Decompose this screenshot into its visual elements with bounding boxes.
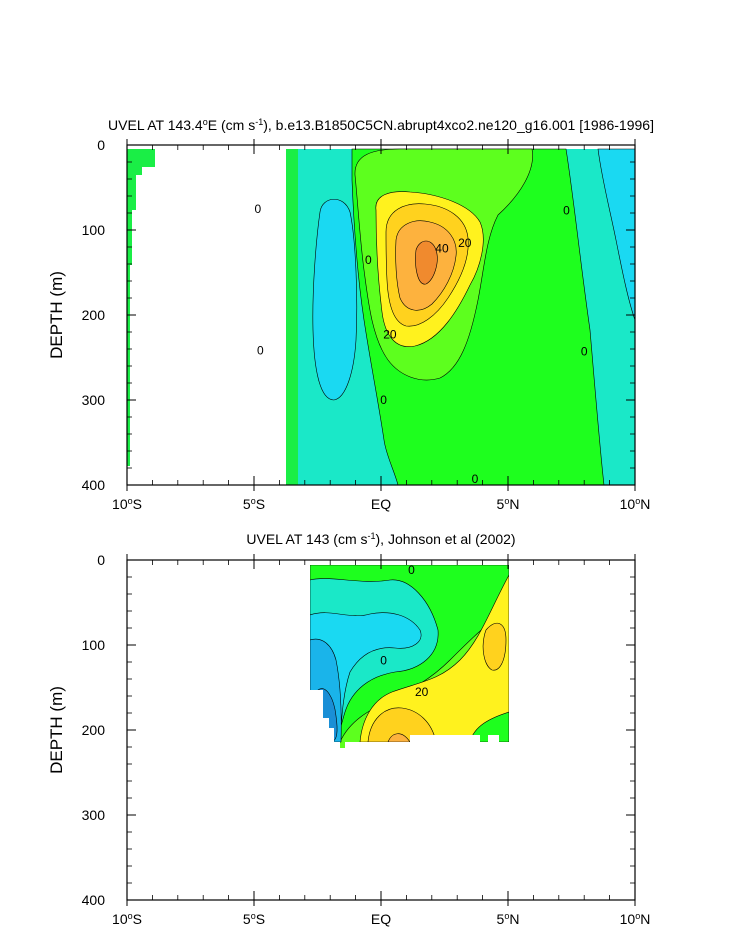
model-contour-label-7: 20	[383, 328, 397, 342]
obs-contour-labels: 0 0 20	[380, 563, 428, 699]
model-contour-label-0: 0	[254, 202, 261, 216]
model-contour-label-2: 0	[257, 344, 264, 358]
model-x-tick-label-2: EQ	[371, 496, 391, 512]
obs-y-axis-title: DEPTH (m)	[47, 686, 66, 774]
obs-contour-label-2: 20	[415, 685, 429, 699]
obs-x-tick-label-1: 5oS	[243, 911, 265, 927]
model-contour-label-4: 0	[472, 472, 479, 486]
model-y-tick-label-2: 200	[82, 307, 106, 323]
model-x-tick-label-1: 5oS	[243, 496, 265, 512]
model-contour-label-3: 0	[380, 393, 387, 407]
obs-x-tick-label-3: 5oN	[497, 911, 520, 927]
model-x-tick-label-3: 5oN	[497, 496, 520, 512]
model-x-tick-label-4: 10oN	[620, 496, 651, 512]
obs-panel-title: UVEL AT 143 (cm s-1), Johnson et al (200…	[246, 531, 515, 547]
model-y-tick-label-3: 300	[82, 392, 106, 408]
obs-fill-orange-low	[387, 733, 411, 743]
obs-x-tick-label-4: 10oN	[620, 911, 651, 927]
model-panel: UVEL AT 143.4oE (cm s-1), b.e13.B1850C5C…	[47, 117, 654, 512]
obs-y-tick-label-4: 400	[82, 892, 106, 908]
model-contour-label-9: 40	[435, 242, 449, 256]
obs-y-tick-label-2: 200	[82, 722, 106, 738]
fill-east-neg	[597, 148, 635, 321]
model-y-tick-label-0: 0	[97, 137, 105, 153]
obs-x-tick-label-0: 10oS	[112, 911, 142, 927]
model-contour-labels: 0 0 0 0 0 0 0 20 20 40	[254, 202, 587, 486]
model-contour-label-6: 0	[581, 345, 588, 359]
model-y-tick-label-4: 400	[82, 477, 106, 493]
fill-coast-strip	[286, 149, 298, 485]
obs-y-tick-label-1: 100	[82, 637, 106, 653]
obs-contour-field	[310, 565, 509, 748]
model-contour-label-8: 20	[458, 236, 472, 250]
model-contour-label-1: 0	[365, 253, 372, 267]
obs-fill-gold-east	[482, 622, 507, 671]
obs-y-tick-label-3: 300	[82, 807, 106, 823]
fill-core	[415, 240, 438, 285]
obs-fill-yellow	[359, 574, 509, 743]
model-y-tick-label-1: 100	[82, 222, 106, 238]
obs-x-tick-label-2: EQ	[371, 911, 391, 927]
model-contour-label-5: 0	[563, 203, 570, 217]
obs-contour-label-1: 0	[380, 653, 387, 667]
obs-fill-gold-low	[367, 707, 437, 743]
model-y-axis-title: DEPTH (m)	[47, 271, 66, 359]
obs-y-tick-label-0: 0	[97, 552, 105, 568]
obs-contour-label-0: 0	[408, 563, 415, 577]
model-panel-title: UVEL AT 143.4oE (cm s-1), b.e13.B1850C5C…	[108, 117, 654, 133]
fill-neg-lobe	[312, 198, 358, 401]
obs-panel: UVEL AT 143 (cm s-1), Johnson et al (200…	[47, 531, 650, 927]
model-x-tick-label-0: 10oS	[112, 496, 142, 512]
model-contour-field	[127, 145, 635, 485]
